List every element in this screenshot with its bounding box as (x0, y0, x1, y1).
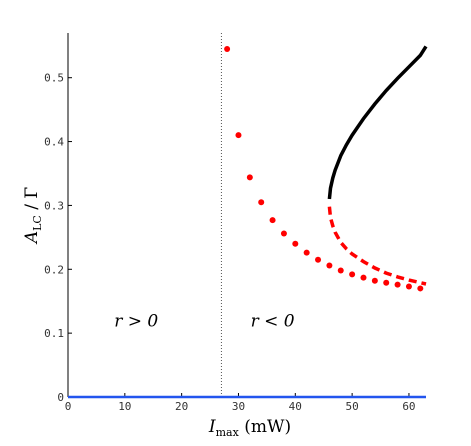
x-tick-label: 10 (118, 400, 131, 413)
scatter-point (235, 132, 242, 139)
y-axis-label: ALC / Γ (22, 187, 44, 246)
scatter-point (326, 262, 333, 269)
scatter-point (337, 267, 344, 274)
region-labels: r > 0 r < 0 (114, 311, 295, 331)
scatter-point (292, 240, 299, 247)
y-tick-label: 0 (57, 391, 64, 404)
region-label: r > 0 (114, 311, 158, 331)
scatter-point (383, 279, 390, 286)
y-axis-label-rest: / Γ (22, 187, 42, 216)
dashed-branch-line (327, 206, 427, 286)
scatter-point (405, 283, 412, 290)
y-tick-label: 0.4 (44, 136, 64, 149)
x-axis-label-sub: max (216, 426, 240, 439)
scatter-point (303, 249, 310, 256)
scatter-point (246, 174, 253, 181)
series-layer (68, 45, 428, 399)
y-tick-label: 0.3 (44, 199, 64, 212)
x-axis-label: Imax (mW) (208, 417, 291, 439)
scatter-point (394, 281, 401, 288)
solid-branch-line (327, 45, 428, 200)
axis-ticks: 0 10 20 30 40 50 60 0 0.1 0.2 0.3 0.4 0.5 (44, 72, 415, 413)
scatter-point (269, 217, 276, 224)
scatter-point (224, 45, 231, 52)
y-axis-label-sub: LC (31, 215, 44, 231)
x-tick-label: 30 (232, 400, 245, 413)
scatter-point (349, 271, 356, 278)
scatter-point (315, 256, 322, 263)
x-tick-label: 20 (175, 400, 188, 413)
y-axis-label-main: A (22, 231, 42, 245)
scatter-point (360, 274, 367, 281)
y-tick-label: 0.1 (44, 327, 64, 340)
region-label: r < 0 (251, 311, 295, 331)
scatter-point (371, 277, 378, 284)
x-tick-label: 40 (289, 400, 302, 413)
scatter-point (280, 230, 287, 237)
x-tick-label: 50 (346, 400, 359, 413)
x-axis-label-main: I (208, 417, 216, 437)
scatter-point (258, 199, 265, 206)
y-tick-label: 0.2 (44, 263, 64, 276)
y-tick-label: 0.5 (44, 72, 64, 85)
x-tick-label: 0 (65, 400, 72, 413)
scatter-point (417, 285, 424, 292)
x-axis-label-unit: (mW) (239, 417, 291, 437)
x-tick-label: 60 (402, 400, 415, 413)
